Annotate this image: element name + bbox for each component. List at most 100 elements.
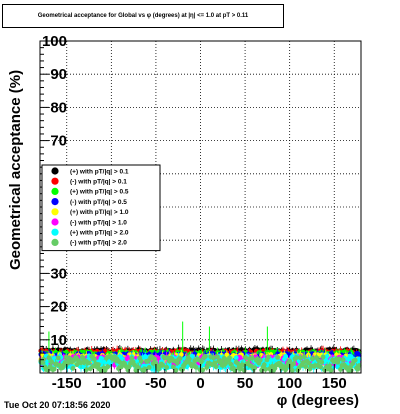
data-point	[177, 355, 183, 361]
data-point	[233, 355, 239, 361]
data-point	[348, 367, 354, 373]
data-point	[86, 360, 92, 366]
legend-box	[41, 164, 161, 252]
x-tick-label: -150	[52, 375, 82, 392]
data-point	[146, 365, 152, 370]
data-point	[328, 367, 334, 373]
data-point	[310, 356, 315, 362]
data-point	[142, 366, 148, 372]
legend-entry: (-) with pT/|q| > 0.1	[70, 179, 127, 186]
data-point	[70, 365, 76, 371]
data-point	[164, 364, 170, 370]
y-tick-label: 20	[50, 299, 67, 316]
x-axis-title: φ (degrees)	[277, 392, 359, 409]
data-point	[212, 360, 218, 366]
y-tick-label: 100	[42, 33, 67, 50]
data-point	[301, 354, 307, 360]
data-point	[198, 359, 204, 365]
legend-marker	[51, 167, 59, 175]
data-points	[38, 321, 362, 373]
data-point	[189, 353, 195, 359]
data-point	[252, 365, 258, 371]
data-point	[249, 355, 255, 361]
data-point	[170, 364, 176, 370]
x-tick-label: -100	[96, 375, 126, 392]
data-point	[136, 365, 141, 371]
data-point	[257, 357, 263, 363]
series-points	[38, 351, 362, 373]
data-point	[314, 355, 319, 360]
data-point	[125, 355, 131, 360]
data-point	[289, 367, 295, 373]
data-point	[173, 367, 179, 373]
legend-marker	[51, 198, 59, 206]
data-point	[324, 353, 330, 359]
data-point	[287, 358, 293, 364]
x-tick-label: 0	[196, 375, 204, 392]
y-tick-label: 10	[50, 332, 67, 349]
data-point	[114, 356, 120, 362]
data-point	[73, 354, 79, 360]
data-point	[105, 364, 111, 370]
data-point	[265, 354, 271, 360]
legend-entry: (+) with pT/|q| > 2.0	[70, 230, 129, 237]
data-point	[356, 363, 362, 368]
chart-title: Geometrical acceptance for Global vs φ (…	[2, 4, 284, 28]
data-point	[55, 355, 61, 361]
legend-marker	[51, 238, 59, 246]
legend-marker	[51, 218, 59, 226]
legend-entry: (+) with pT/|q| > 0.1	[70, 168, 129, 175]
y-tick-label: 70	[50, 133, 67, 150]
legend-marker	[51, 177, 59, 185]
x-tick-label: 50	[237, 375, 254, 392]
timestamp: Tue Oct 20 07:18:56 2020	[4, 400, 111, 410]
data-point	[340, 357, 346, 363]
data-point	[243, 355, 248, 360]
y-tick-label: 30	[50, 265, 67, 282]
data-point	[319, 359, 325, 365]
legend-entry: (+) with pT/|q| > 1.0	[70, 209, 129, 216]
y-tick-label: 80	[50, 99, 67, 116]
data-point	[213, 364, 219, 370]
data-point	[305, 360, 311, 366]
data-point	[336, 356, 342, 362]
data-point	[129, 355, 135, 361]
y-tick-label: 90	[50, 66, 67, 83]
data-point	[79, 354, 85, 360]
data-point	[156, 355, 161, 361]
legend-entry: (-) with pT/|q| > 2.0	[70, 240, 127, 247]
data-point	[138, 358, 144, 364]
data-point	[240, 362, 246, 368]
data-point	[303, 364, 309, 370]
data-point	[228, 361, 234, 367]
data-point	[320, 354, 326, 360]
legend-entry: (-) with pT/|q| > 1.0	[70, 219, 127, 226]
data-point	[102, 367, 108, 373]
x-tick-label: 150	[322, 375, 347, 392]
data-point	[241, 367, 247, 373]
data-point	[293, 355, 299, 360]
data-point	[49, 359, 54, 365]
data-point	[46, 355, 52, 361]
legend-entry: (-) with pT/|q| > 0.5	[70, 199, 127, 206]
x-tick-label: 100	[277, 375, 302, 392]
data-point	[98, 355, 104, 361]
data-point	[193, 364, 199, 370]
x-tick-label: -50	[145, 375, 167, 392]
data-point	[356, 356, 362, 362]
data-point	[227, 355, 232, 361]
data-point	[160, 362, 166, 368]
tick-labels: -150-100-5005010015010203040506070809010…	[42, 33, 347, 392]
data-point	[263, 366, 268, 372]
data-point	[145, 358, 151, 364]
data-point	[215, 354, 220, 360]
legend: (+) with pT/|q| > 0.1 (-) with pT/|q| > 0…	[41, 164, 161, 252]
data-point	[203, 354, 208, 359]
data-point	[283, 354, 289, 359]
legend-entry: (+) with pT/|q| > 0.5	[70, 189, 129, 196]
data-point	[204, 364, 210, 370]
legend-marker	[51, 228, 59, 236]
legend-marker	[51, 187, 59, 195]
data-point	[83, 367, 89, 373]
